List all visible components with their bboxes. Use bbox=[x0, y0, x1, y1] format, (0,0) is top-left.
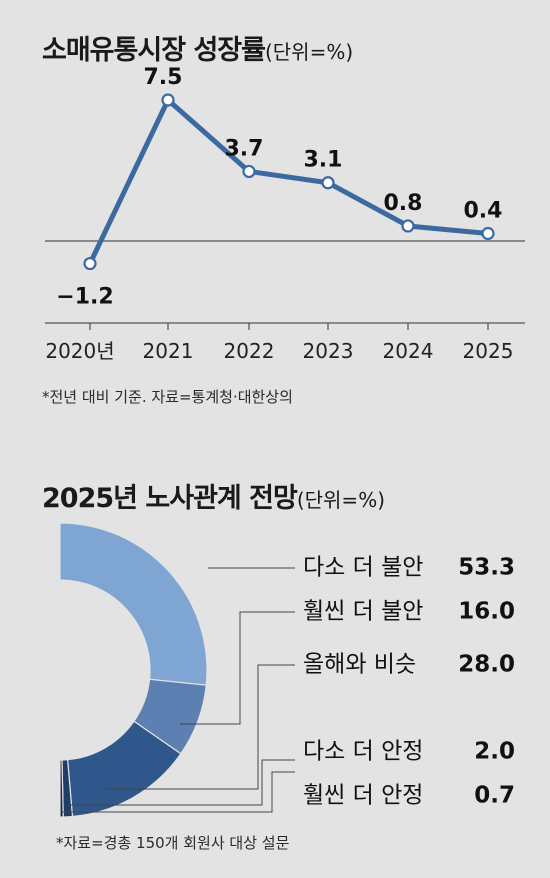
legend-value: 16.0 bbox=[458, 599, 515, 625]
data-point bbox=[83, 256, 97, 271]
leader-line bbox=[180, 611, 295, 725]
data-label: 3.7 bbox=[225, 136, 264, 161]
data-label: 7.5 bbox=[144, 65, 183, 90]
series-line bbox=[87, 97, 489, 265]
donut-slice bbox=[59, 759, 64, 818]
x-tick-label: 2022 bbox=[224, 339, 275, 363]
leader-line bbox=[66, 759, 295, 806]
line-chart-source-note: *전년 대비 기준. 자료=통계청·대한상의 bbox=[42, 388, 293, 406]
donut-chart-unit: (단위=%) bbox=[296, 488, 385, 512]
data-label: −1.2 bbox=[56, 285, 113, 310]
legend-value: 2.0 bbox=[474, 739, 515, 765]
line-chart-title: 소매유통시장 성장률(단위=%) bbox=[42, 35, 354, 66]
data-label: 0.8 bbox=[384, 191, 423, 216]
donut-slice bbox=[59, 522, 208, 686]
legend-value: 0.7 bbox=[474, 783, 515, 809]
data-point bbox=[161, 93, 175, 107]
line-chart: −1.2 7.5 3.7 3.1 0.8 0.4 2020년 2021 2022 2023 2024… bbox=[45, 65, 525, 363]
data-label: 3.1 bbox=[304, 148, 343, 173]
x-tick-label: 2024 bbox=[383, 339, 434, 363]
x-tick-label: 2025 bbox=[463, 339, 514, 363]
x-tick-label: 2021 bbox=[143, 339, 194, 363]
donut-chart-title: 2025년 노사관계 전망(단위=%) bbox=[42, 483, 385, 514]
legend-label: 훨씬 더 안정 bbox=[303, 783, 423, 809]
line-chart-unit: (단위=%) bbox=[264, 40, 354, 64]
x-tick-label: 2020년 bbox=[45, 339, 114, 363]
data-label: 0.4 bbox=[464, 198, 503, 223]
leader-line bbox=[62, 771, 295, 813]
data-point bbox=[481, 226, 495, 241]
data-point bbox=[242, 164, 256, 179]
legend-label: 다소 더 불안 bbox=[303, 555, 423, 581]
legend-value: 53.3 bbox=[458, 555, 515, 581]
data-point bbox=[321, 176, 335, 190]
leader-line bbox=[106, 664, 295, 790]
x-tick-label: 2023 bbox=[303, 339, 354, 363]
legend-label: 다소 더 안정 bbox=[303, 739, 423, 765]
legend-label: 올해와 비슷 bbox=[303, 652, 416, 678]
legend-value: 28.0 bbox=[458, 652, 515, 678]
legend-label: 훨씬 더 불안 bbox=[303, 599, 423, 625]
data-point bbox=[401, 219, 415, 233]
donut-chart-source-note: *자료=경총 150개 회원사 대상 설문 bbox=[56, 834, 290, 852]
